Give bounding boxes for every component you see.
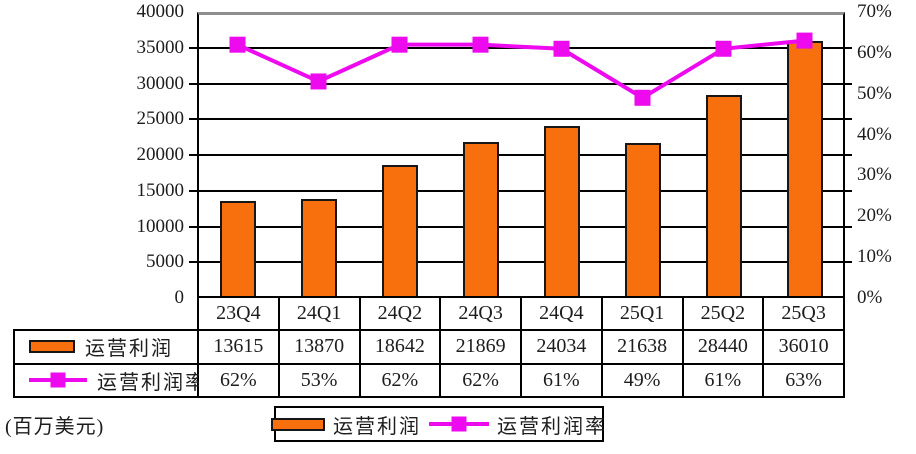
- table-row-label: 运营利润: [85, 338, 173, 361]
- gridline: [189, 225, 852, 228]
- y-axis-label-left: 40000: [136, 1, 185, 22]
- table-row-label: 运营利润率: [97, 371, 207, 394]
- table-header-cell: 24Q2: [360, 298, 440, 329]
- gridline: [189, 189, 852, 192]
- gridline: [189, 154, 852, 156]
- y-axis-label-left: 15000: [136, 179, 185, 201]
- bar-series-swatch: [29, 340, 75, 354]
- y-axis-label-left: 20000: [136, 144, 185, 165]
- table-value-cell: 21638: [602, 331, 682, 363]
- table-row-key-cell: 运营利润: [15, 331, 197, 363]
- table-value-cell: 18642: [360, 331, 440, 363]
- table-header-cell: 25Q1: [602, 298, 682, 329]
- y-axis-label-right: 30%: [857, 164, 892, 186]
- table-value-cell: 62%: [360, 364, 440, 396]
- y-axis-label-left: 5000: [146, 251, 184, 273]
- line-key-marker: [451, 416, 467, 432]
- bar: [219, 200, 256, 298]
- line-marker: [310, 73, 327, 90]
- table-row-key-cell: 运营利润率: [15, 364, 205, 396]
- bar: [624, 143, 661, 298]
- line-series-key: [29, 371, 87, 389]
- table-value-cell: 62%: [441, 364, 520, 396]
- line-marker: [391, 36, 408, 53]
- line-marker: [715, 40, 732, 57]
- legend-item-label: 运营利润率: [497, 415, 607, 438]
- bar-series-swatch: [271, 417, 325, 431]
- table-header-cell: 24Q1: [279, 298, 359, 329]
- y-axis-label-right: 40%: [857, 123, 892, 145]
- data-table-body: 运营利润 13615 13870 18642 21869 24034 21638 28440 3…: [13, 329, 845, 398]
- y-axis-label-left: 35000: [136, 36, 185, 58]
- unit-label: (百万美元): [5, 416, 105, 438]
- gridline: [189, 82, 852, 85]
- table-value-cell: 21869: [441, 331, 520, 363]
- line-key-marker: [50, 372, 66, 388]
- table-value-cell: 36010: [764, 331, 843, 363]
- table-value-cell: 63%: [764, 364, 843, 396]
- gridline: [189, 46, 852, 49]
- table-header-cell: 24Q4: [522, 298, 601, 329]
- line-series-key: [429, 415, 489, 433]
- table-value-cell: 28440: [683, 331, 763, 363]
- y-axis-label-right: 0%: [857, 287, 883, 308]
- legend: 运营利润 运营利润率: [271, 406, 607, 442]
- bar: [300, 198, 337, 298]
- bar: [543, 126, 580, 298]
- table-value-cell: 13615: [199, 331, 278, 363]
- y-axis-label-right: 60%: [857, 41, 892, 63]
- y-axis-label-right: 70%: [857, 1, 892, 22]
- table-header-cell: 25Q3: [764, 298, 843, 329]
- y-axis-label-left: 30000: [136, 72, 185, 94]
- data-table-header-row: 23Q4 24Q1 24Q2 24Q3 24Q4 25Q1 25Q2 25Q3: [197, 296, 845, 331]
- gridline: [189, 261, 852, 264]
- table-value-cell: 53%: [279, 364, 359, 396]
- y-axis-label-left: 10000: [136, 215, 185, 237]
- line-series: [236, 38, 805, 101]
- bar: [381, 164, 418, 298]
- table-header-cell: 24Q3: [441, 298, 520, 329]
- table-value-cell: 61%: [522, 364, 601, 396]
- y-axis-label-right: 20%: [857, 205, 892, 227]
- y-axis-label-right: 50%: [857, 82, 892, 104]
- line-marker: [553, 40, 570, 57]
- line-marker: [634, 89, 651, 106]
- y-axis-label-right: 10%: [857, 246, 892, 268]
- line-marker: [472, 36, 489, 53]
- y-axis-label-left: 25000: [136, 108, 185, 130]
- table-value-cell: 61%: [683, 364, 763, 396]
- table-value-cell: 49%: [602, 364, 682, 396]
- legend-item-label: 运营利润: [333, 415, 421, 438]
- bar: [705, 94, 742, 298]
- table-header-cell: 23Q4: [199, 298, 278, 329]
- table-value-cell: 62%: [199, 364, 278, 396]
- gridline: [189, 118, 852, 121]
- line-marker: [229, 36, 246, 53]
- bar: [786, 40, 823, 298]
- y-axis-label-left: 0: [174, 287, 185, 308]
- table-header-cell: 25Q2: [683, 298, 763, 329]
- bar: [462, 141, 499, 298]
- table-value-cell: 13870: [279, 331, 359, 363]
- table-value-cell: 24034: [522, 331, 601, 363]
